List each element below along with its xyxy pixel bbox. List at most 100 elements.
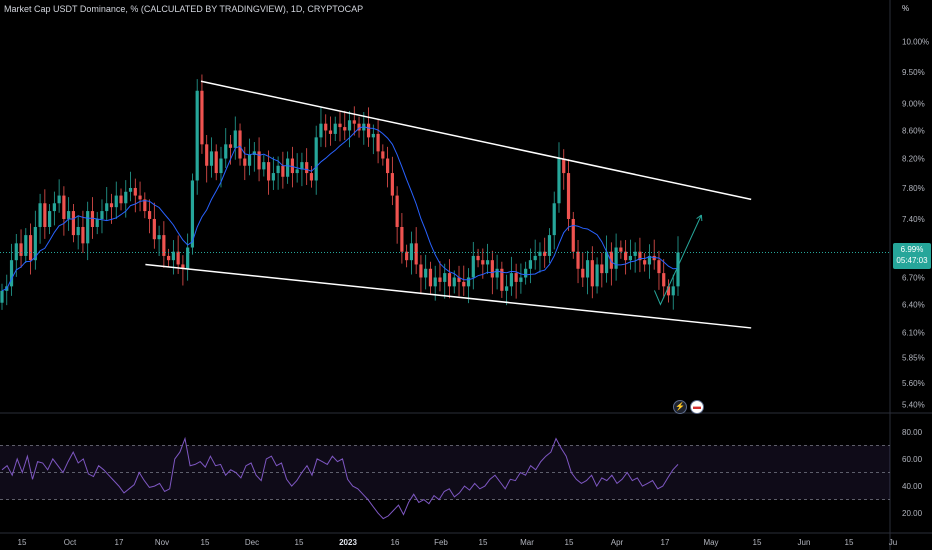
candle-body — [271, 173, 275, 181]
candle-body — [109, 203, 114, 208]
price-tick-label: 10.00% — [902, 38, 929, 47]
candle-body — [562, 158, 566, 174]
candle-body — [152, 218, 156, 240]
rsi-line — [1, 436, 679, 520]
candle-body — [167, 255, 171, 261]
time-tick-label: 17 — [115, 538, 124, 547]
projection-arrow[interactable] — [653, 214, 702, 306]
candle-body — [624, 251, 628, 261]
candle-body — [433, 277, 437, 287]
candle-body — [76, 226, 80, 236]
candle-body — [566, 173, 571, 219]
last-price-badge: 6.99% 05:47:03 — [893, 243, 931, 269]
candle-body — [86, 211, 90, 244]
candle-body — [666, 286, 671, 296]
chart-title: Market Cap USDT Dominance, % (CALCULATED… — [4, 4, 364, 14]
candle-body — [552, 203, 556, 236]
candle-body — [662, 273, 666, 287]
time-axis[interactable]: 15 Oct 17 Nov 15 Dec 15 2023 16 Feb 15 Mar 15 Apr 17 Ma… — [18, 538, 898, 547]
rsi-axis[interactable]: 80.00 60.00 40.00 20.00 — [902, 428, 923, 518]
candle-body — [419, 264, 423, 278]
candle-body — [600, 264, 604, 274]
candle-body — [67, 211, 71, 219]
candle-body — [538, 251, 542, 256]
candle-body — [128, 187, 133, 192]
candle-body — [395, 195, 399, 227]
candle-body — [228, 144, 233, 148]
candle-body — [333, 123, 337, 134]
time-tick-label: 17 — [661, 538, 670, 547]
time-tick-label: Feb — [434, 538, 448, 547]
candle-body — [614, 247, 618, 269]
candle-body — [438, 277, 442, 282]
price-tick-label: 8.20% — [902, 155, 925, 164]
candle-body — [428, 268, 433, 287]
us-flag-icon[interactable]: ▬ — [690, 400, 704, 414]
candle-body — [609, 251, 613, 269]
candle-body — [95, 218, 99, 227]
candle-body — [390, 173, 394, 196]
candle-body — [105, 203, 109, 212]
time-tick-label: Oct — [64, 538, 77, 547]
candle-body — [14, 243, 18, 261]
price-tick-label: 7.40% — [902, 215, 925, 224]
candle-body — [528, 260, 533, 269]
time-tick-label: 2023 — [339, 538, 357, 547]
candle-body — [343, 127, 347, 131]
candle-body — [514, 273, 518, 282]
candle-body — [200, 90, 204, 145]
candle-body — [238, 130, 242, 159]
time-tick-label: Mar — [520, 538, 534, 547]
candle-body — [581, 268, 585, 278]
candle-body — [371, 133, 375, 138]
rsi-tick-label: 40.00 — [902, 482, 923, 491]
candle-body — [19, 243, 23, 256]
candle-body — [157, 235, 161, 240]
candle-body — [628, 255, 632, 261]
candle-body — [52, 203, 56, 212]
candle-body — [590, 260, 594, 287]
candle-body — [547, 235, 552, 256]
candle-body — [495, 268, 499, 278]
candle-body — [57, 195, 61, 204]
candle-body — [233, 130, 237, 148]
candle-body — [300, 162, 304, 170]
flash-icon[interactable]: ⚡ — [673, 400, 687, 414]
rsi-tick-label: 60.00 — [902, 455, 923, 464]
bar-countdown: 05:47:03 — [896, 256, 928, 265]
candle-body — [347, 120, 352, 131]
price-axis[interactable]: 10.00%9.50%9.00%8.60%8.20%7.80%7.40%7.00… — [902, 38, 929, 410]
price-candles — [0, 74, 680, 310]
candle-body — [81, 226, 85, 244]
candle-body — [671, 286, 675, 296]
candle-body — [209, 151, 214, 166]
candle-body — [309, 173, 314, 181]
candle-body — [9, 260, 14, 287]
candle-body — [500, 268, 504, 291]
candle-body — [443, 273, 447, 282]
candle-body — [190, 180, 195, 248]
price-tick-label: 5.40% — [902, 401, 925, 410]
candle-body — [224, 144, 228, 159]
candle-body — [414, 243, 418, 265]
candle-body — [352, 120, 356, 124]
candle-body — [643, 260, 647, 265]
candle-body — [409, 243, 414, 261]
price-tick-label: 8.60% — [902, 126, 925, 135]
candle-body — [262, 162, 266, 170]
time-tick-label: 15 — [18, 538, 27, 547]
candle-body — [638, 251, 642, 261]
candle-body — [28, 235, 33, 261]
candle-body — [519, 277, 523, 282]
price-tick-label: 7.80% — [902, 184, 925, 193]
candle-body — [676, 252, 680, 287]
rsi-tick-label: 80.00 — [902, 428, 923, 437]
candle-body — [147, 211, 152, 219]
candle-body — [505, 286, 509, 291]
upper-trendline[interactable] — [200, 80, 752, 201]
candle-body — [462, 281, 466, 287]
price-tick-label: 9.00% — [902, 100, 925, 109]
lower-trendline[interactable] — [145, 263, 752, 329]
